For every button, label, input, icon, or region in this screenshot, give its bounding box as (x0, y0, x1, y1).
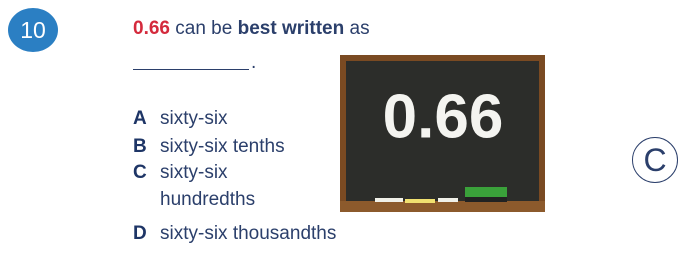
question-number: 10 (8, 8, 58, 52)
chalk (438, 198, 458, 202)
option-letter: C (133, 159, 160, 213)
eraser-base (465, 197, 507, 202)
page: 10 0.66 can be best written as . Asixty-… (0, 0, 694, 254)
answer: C (632, 137, 678, 183)
text: as (344, 18, 369, 39)
option-letter: A (133, 105, 160, 132)
blank-period: . (251, 52, 256, 74)
option-letter: B (133, 133, 160, 160)
option-text: sixty-six (160, 105, 360, 132)
chalk (375, 198, 403, 202)
answer-blank (133, 52, 249, 70)
board-number: 0.66 (383, 82, 504, 151)
number-highlight: 0.66 (133, 18, 170, 39)
option-text: sixty-six thousandths (160, 220, 360, 247)
text-bold: best written (238, 18, 345, 39)
option-text: sixty-six tenths (160, 133, 360, 160)
text: can be (170, 18, 238, 39)
eraser (465, 187, 507, 197)
chalkboard: 0.66 (340, 55, 545, 212)
chalk-tray (340, 201, 545, 212)
option-text: sixty-six hundredths (160, 159, 270, 213)
question-text: 0.66 can be best written as (133, 18, 370, 40)
chalk (405, 199, 435, 203)
option-letter: D (133, 220, 160, 247)
